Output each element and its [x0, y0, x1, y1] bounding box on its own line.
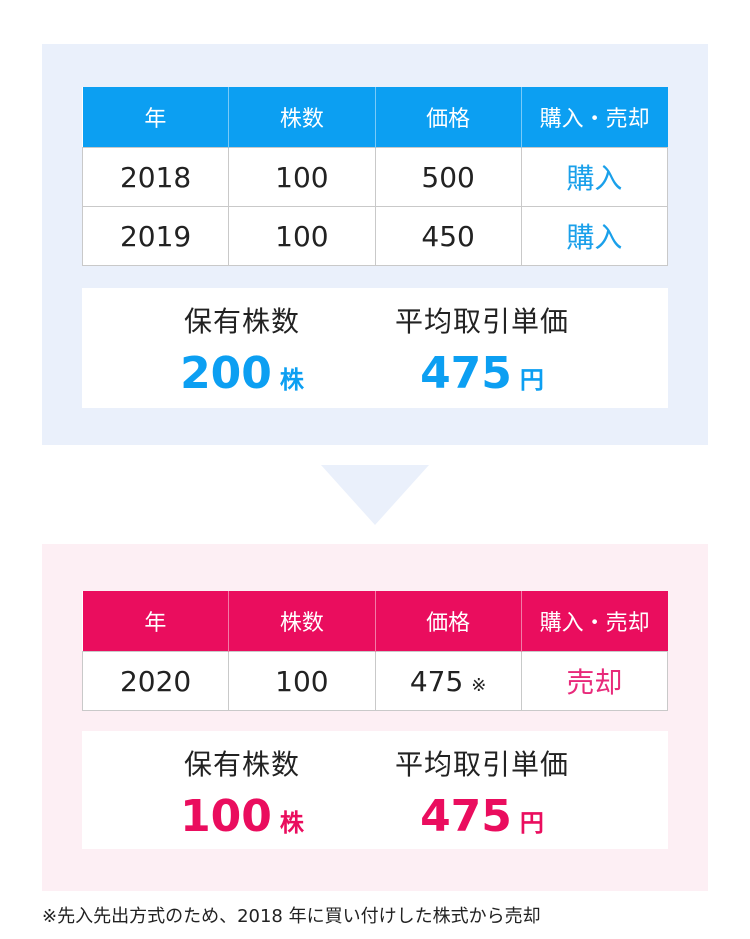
- down-arrow-icon: [321, 465, 429, 525]
- cell-year: 2020: [81, 651, 230, 711]
- holdings-value: 200: [180, 348, 272, 399]
- cell-price: 450: [374, 206, 522, 266]
- table-row: 2020 100 475 ※ 売却: [81, 651, 669, 711]
- price-value: 475: [409, 664, 464, 698]
- cell-action: 売却: [520, 651, 669, 711]
- cell-shares: 100: [228, 206, 376, 266]
- avg-price-value: 475: [420, 348, 512, 399]
- header-action: 購入・売却: [521, 87, 668, 148]
- avg-price-unit: 円: [519, 809, 544, 837]
- holdings-value: 100: [180, 791, 272, 842]
- table-row: 2018 100 500 購入: [81, 147, 669, 207]
- holdings-label: 保有株数: [183, 305, 300, 338]
- header-shares: 株数: [228, 591, 376, 652]
- table-row: 2019 100 450 購入: [81, 206, 669, 266]
- header-action: 購入・売却: [521, 591, 668, 652]
- avg-price-label: 平均取引単価: [394, 305, 569, 338]
- table-header-row: 年 株数 価格 購入・売却: [82, 591, 668, 652]
- avg-price-value-group: 475 円: [377, 348, 587, 399]
- cell-year: 2018: [81, 147, 230, 207]
- cell-year: 2019: [81, 206, 230, 266]
- before-summary: 保有株数 200 株 平均取引単価 475 円: [82, 288, 668, 408]
- cell-price: 475 ※: [374, 651, 522, 711]
- holdings-block: 保有株数 100 株: [162, 731, 322, 842]
- avg-price-label: 平均取引単価: [394, 748, 569, 781]
- holdings-block: 保有株数 200 株: [162, 288, 322, 399]
- avg-price-unit: 円: [519, 366, 544, 394]
- cell-action: 購入: [520, 147, 669, 207]
- price-note-mark: ※: [471, 674, 487, 696]
- header-price: 価格: [375, 87, 522, 148]
- avg-price-value-group: 475 円: [377, 791, 587, 842]
- header-shares: 株数: [228, 87, 376, 148]
- cell-shares: 100: [228, 147, 376, 207]
- avg-price-block: 平均取引単価 475 円: [377, 731, 587, 842]
- holdings-label: 保有株数: [183, 748, 300, 781]
- header-year: 年: [82, 591, 230, 652]
- header-year: 年: [82, 87, 230, 148]
- cell-shares: 100: [228, 651, 376, 711]
- avg-price-value: 475: [420, 791, 512, 842]
- cell-price: 500: [374, 147, 522, 207]
- footnote: ※先入先出方式のため、2018 年に買い付けした株式から売却: [42, 906, 541, 927]
- table-header-row: 年 株数 価格 購入・売却: [82, 87, 668, 148]
- holdings-value-group: 100 株: [162, 791, 322, 842]
- header-price: 価格: [375, 591, 522, 652]
- purchase-table: 年 株数 価格 購入・売却 2018 100 500 購入 2019 100 4…: [81, 87, 669, 266]
- holdings-value-group: 200 株: [162, 348, 322, 399]
- holdings-unit: 株: [279, 809, 304, 837]
- avg-price-block: 平均取引単価 475 円: [377, 288, 587, 399]
- cell-action: 購入: [520, 206, 669, 266]
- sale-table: 年 株数 価格 購入・売却 2020 100 475 ※ 売却: [81, 591, 669, 711]
- holdings-unit: 株: [279, 366, 304, 394]
- after-summary: 保有株数 100 株 平均取引単価 475 円: [82, 731, 668, 849]
